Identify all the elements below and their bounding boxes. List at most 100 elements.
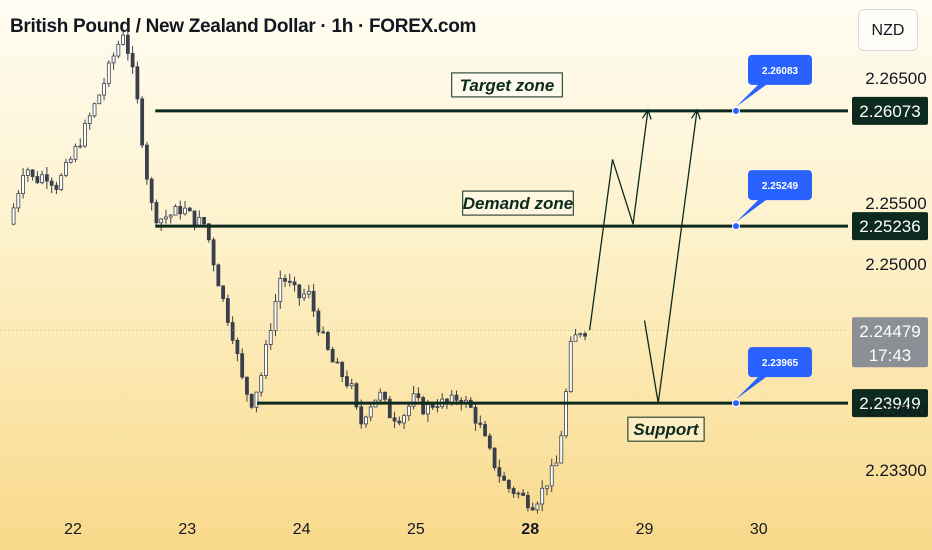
candle <box>68 156 73 164</box>
currency-button[interactable]: NZD <box>858 9 918 51</box>
arrow-head <box>691 108 701 120</box>
candle <box>183 200 187 216</box>
level-support[interactable]: Support 2.23965 <box>257 347 848 442</box>
candle <box>478 415 483 429</box>
zone-label: Support <box>627 416 705 442</box>
candle <box>145 141 149 185</box>
candle <box>121 29 126 46</box>
candle <box>473 404 478 431</box>
price-tag: 2.26073 <box>852 96 928 125</box>
level-target-zone[interactable]: Target zone 2.26083 <box>155 54 848 115</box>
price-tag: 2.25236 <box>852 212 928 241</box>
candle <box>11 203 16 226</box>
candle <box>545 485 549 496</box>
candle <box>540 480 545 512</box>
anchor-dot[interactable] <box>732 222 740 231</box>
candle <box>483 420 487 437</box>
horizontal-levels: Target zone 2.26083 Demand zone 2.25249 Supp… <box>0 54 848 442</box>
price-tag-text: 2.26073 <box>859 102 920 121</box>
candle-series <box>11 28 587 514</box>
candle <box>240 348 245 380</box>
candle <box>97 94 102 105</box>
x-tick-label: 25 <box>407 521 425 538</box>
anchor-dot[interactable] <box>732 106 740 115</box>
candle <box>264 340 268 380</box>
candle <box>173 204 178 216</box>
candle <box>340 360 345 382</box>
candle <box>511 486 516 498</box>
candle <box>492 447 497 471</box>
candle <box>287 273 292 287</box>
candle <box>535 501 540 514</box>
candle <box>111 52 116 70</box>
candle <box>330 346 335 363</box>
bubble-text: 2.23965 <box>762 358 799 369</box>
candle <box>92 102 97 118</box>
level-demand-zone[interactable]: Demand zone 2.25249 <box>155 170 848 231</box>
candle <box>125 28 130 61</box>
candle <box>302 288 306 302</box>
candle <box>573 328 578 342</box>
candle <box>225 294 230 326</box>
zone-label-text: Support <box>633 420 699 439</box>
candle <box>78 138 83 149</box>
candle <box>245 376 249 402</box>
projection-arrows <box>588 108 701 404</box>
candle <box>283 274 287 288</box>
candle <box>221 285 226 302</box>
candle <box>273 294 278 337</box>
candle <box>87 112 92 130</box>
candle <box>259 372 264 397</box>
candle <box>406 404 411 421</box>
candle <box>202 216 206 227</box>
arrow-head <box>641 108 652 120</box>
candle <box>345 370 349 389</box>
zone-label-text: Demand zone <box>463 194 574 213</box>
countdown-text: 17:43 <box>869 346 912 365</box>
x-tick-label: 22 <box>64 521 82 538</box>
bubble-text: 2.25249 <box>762 181 799 192</box>
price-tag-text: 2.25236 <box>859 217 920 236</box>
anchor-dot[interactable] <box>732 399 740 408</box>
candle <box>21 168 25 199</box>
projection-path <box>643 109 698 404</box>
candle <box>416 387 421 401</box>
candle <box>559 430 564 464</box>
candle <box>249 393 254 409</box>
zone-label-text: Target zone <box>460 76 555 95</box>
candle <box>135 61 140 104</box>
candle <box>83 119 87 148</box>
y-tick-label: 2.23300 <box>865 461 926 480</box>
candle <box>168 214 173 224</box>
candle <box>268 323 273 350</box>
chart-title: British Pound / New Zealand Dollar · 1h … <box>10 16 477 37</box>
projection-path <box>588 109 649 331</box>
candle <box>316 308 321 336</box>
price-axis: 2.26073 2.25236 2.23949 2.26500 2.25500 2.250… <box>852 69 928 480</box>
candle <box>45 167 49 190</box>
candle <box>335 357 340 364</box>
current-price-text: 2.24479 <box>859 322 920 341</box>
candle <box>568 336 573 393</box>
candle <box>521 489 526 497</box>
candle <box>278 270 283 309</box>
candle <box>40 170 45 185</box>
candle <box>211 237 216 272</box>
candle <box>516 491 521 499</box>
candle <box>440 393 445 409</box>
price-tag-text: 2.23949 <box>859 394 920 413</box>
candle <box>325 331 330 352</box>
candle <box>16 189 21 213</box>
price-bubble: 2.23965 <box>732 347 812 408</box>
candle <box>216 263 221 287</box>
x-tick-label: 28 <box>521 521 539 538</box>
price-bubble: 2.25249 <box>732 170 812 231</box>
candle <box>130 45 135 74</box>
candle <box>311 284 316 318</box>
bubble-text: 2.26083 <box>762 66 799 77</box>
candle <box>59 173 64 191</box>
candle <box>30 169 35 181</box>
candle <box>487 433 492 451</box>
